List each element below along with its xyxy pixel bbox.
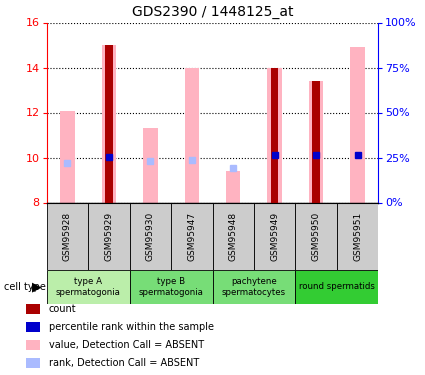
Bar <box>26 304 40 314</box>
Text: GSM95930: GSM95930 <box>146 211 155 261</box>
Bar <box>26 340 40 350</box>
Text: GSM95928: GSM95928 <box>63 211 72 261</box>
Text: count: count <box>49 304 76 315</box>
Bar <box>60 111 75 202</box>
Text: rank, Detection Call = ABSENT: rank, Detection Call = ABSENT <box>49 358 199 368</box>
Bar <box>212 270 295 304</box>
Bar <box>295 270 378 304</box>
Bar <box>88 202 130 270</box>
Bar <box>337 202 378 270</box>
Text: GSM95948: GSM95948 <box>229 211 238 261</box>
Bar <box>226 171 241 202</box>
Bar <box>143 128 158 202</box>
Bar <box>130 202 171 270</box>
Text: type A
spermatogonia: type A spermatogonia <box>56 277 121 297</box>
Bar <box>47 270 130 304</box>
Bar <box>47 202 88 270</box>
Bar <box>295 202 337 270</box>
Bar <box>312 81 320 203</box>
Bar <box>212 202 254 270</box>
Bar <box>26 358 40 368</box>
Text: GSM95947: GSM95947 <box>187 211 196 261</box>
Text: cell type: cell type <box>4 282 46 292</box>
Bar <box>184 68 199 203</box>
Bar <box>254 202 295 270</box>
Text: ▶: ▶ <box>32 280 42 293</box>
Bar <box>130 270 212 304</box>
Text: GSM95929: GSM95929 <box>105 211 113 261</box>
Bar <box>102 45 116 203</box>
Bar <box>350 47 365 202</box>
Text: GSM95951: GSM95951 <box>353 211 362 261</box>
Title: GDS2390 / 1448125_at: GDS2390 / 1448125_at <box>132 5 293 19</box>
Bar <box>171 202 212 270</box>
Bar <box>105 45 113 203</box>
Text: GSM95949: GSM95949 <box>270 211 279 261</box>
Text: value, Detection Call = ABSENT: value, Detection Call = ABSENT <box>49 340 204 350</box>
Text: type B
spermatogonia: type B spermatogonia <box>139 277 204 297</box>
Text: GSM95950: GSM95950 <box>312 211 320 261</box>
Bar <box>267 68 282 203</box>
Bar <box>26 322 40 332</box>
Bar <box>271 68 278 203</box>
Bar <box>309 81 323 203</box>
Text: pachytene
spermatocytes: pachytene spermatocytes <box>222 277 286 297</box>
Text: percentile rank within the sample: percentile rank within the sample <box>49 322 214 332</box>
Text: round spermatids: round spermatids <box>299 282 375 291</box>
